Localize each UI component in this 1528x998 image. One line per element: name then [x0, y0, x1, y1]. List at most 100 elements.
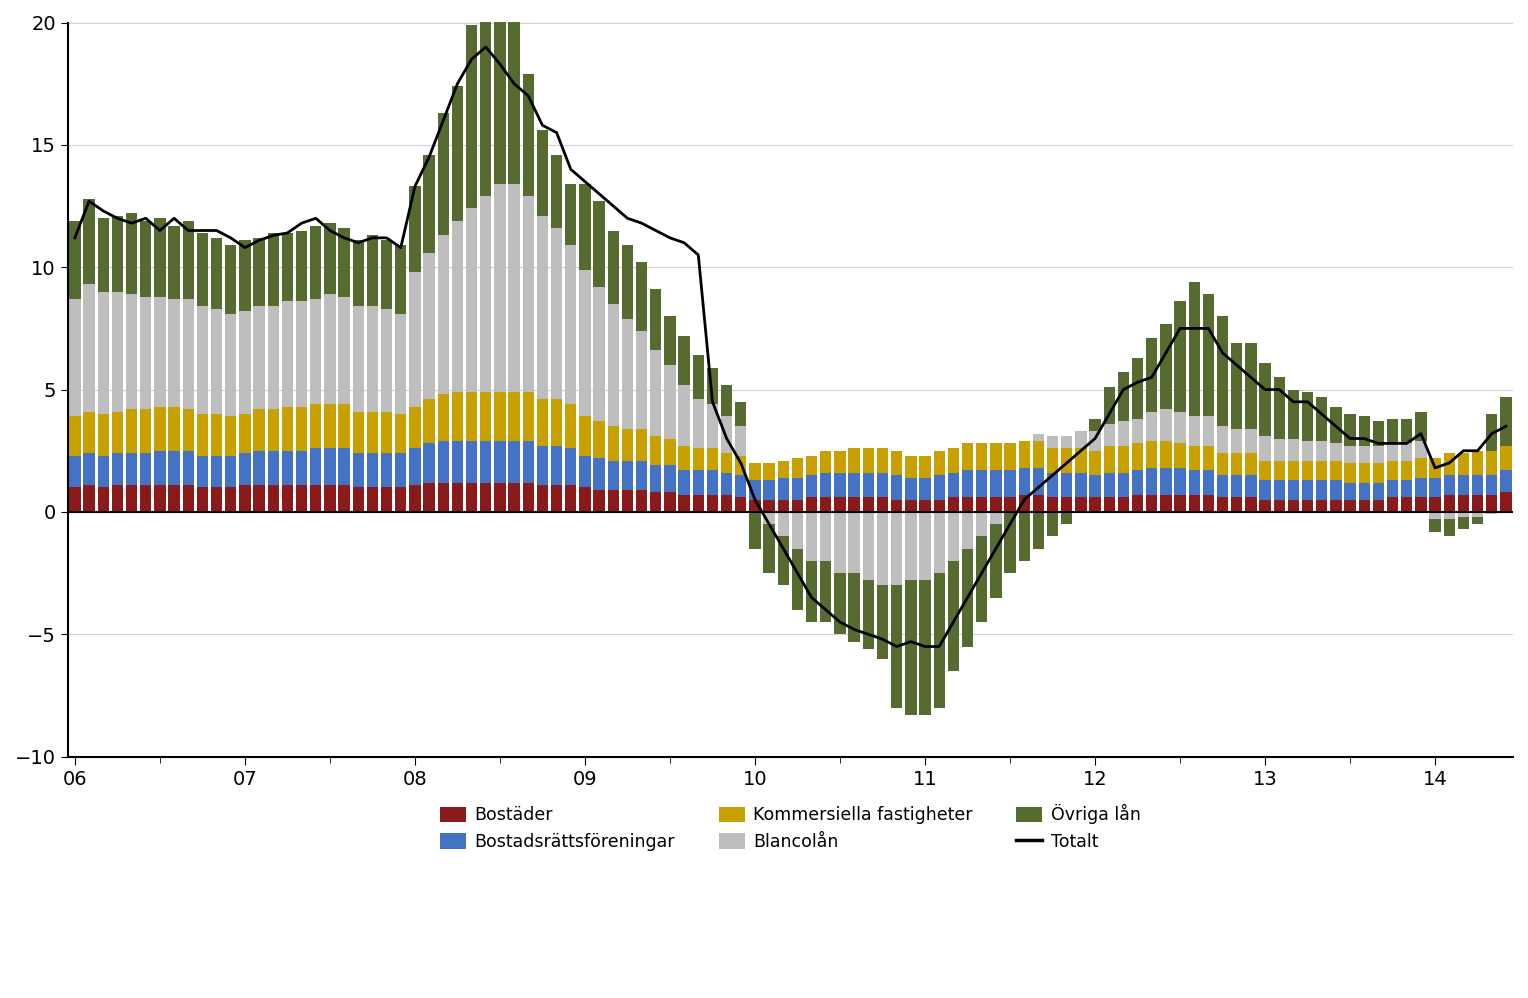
- Bar: [593, 286, 605, 421]
- Bar: [353, 487, 364, 512]
- Bar: [636, 429, 648, 460]
- Bar: [1444, 475, 1455, 495]
- Bar: [1160, 495, 1172, 512]
- Bar: [1288, 480, 1299, 500]
- Bar: [1401, 480, 1412, 497]
- Bar: [1458, 475, 1468, 495]
- Bar: [735, 497, 747, 512]
- Bar: [990, 512, 1001, 524]
- Bar: [961, 549, 973, 647]
- Bar: [1259, 500, 1271, 512]
- Bar: [1004, 512, 1016, 573]
- Bar: [197, 487, 208, 512]
- Bar: [1316, 480, 1328, 500]
- Bar: [821, 512, 831, 561]
- Bar: [1132, 357, 1143, 419]
- Bar: [1175, 301, 1186, 411]
- Bar: [891, 586, 903, 708]
- Bar: [168, 485, 180, 512]
- Bar: [721, 473, 732, 495]
- Bar: [1132, 470, 1143, 495]
- Bar: [125, 485, 138, 512]
- Bar: [154, 407, 165, 451]
- Bar: [1175, 495, 1186, 512]
- Bar: [324, 448, 336, 485]
- Bar: [1076, 431, 1086, 448]
- Bar: [112, 453, 124, 485]
- Bar: [636, 490, 648, 512]
- Bar: [1487, 451, 1497, 475]
- Bar: [1471, 495, 1484, 512]
- Bar: [821, 561, 831, 622]
- Bar: [834, 497, 845, 512]
- Bar: [338, 485, 350, 512]
- Bar: [848, 448, 860, 473]
- Bar: [649, 289, 662, 350]
- Bar: [692, 470, 704, 495]
- Bar: [98, 414, 108, 456]
- Bar: [1316, 460, 1328, 480]
- Bar: [1103, 424, 1115, 446]
- Bar: [552, 446, 562, 485]
- Bar: [396, 414, 406, 453]
- Bar: [792, 512, 804, 549]
- Bar: [947, 448, 960, 473]
- Bar: [1316, 441, 1328, 460]
- Bar: [267, 233, 280, 306]
- Bar: [84, 199, 95, 284]
- Bar: [976, 536, 987, 622]
- Bar: [1245, 343, 1256, 429]
- Bar: [848, 473, 860, 497]
- Bar: [523, 74, 533, 197]
- Bar: [182, 299, 194, 409]
- Bar: [338, 448, 350, 485]
- Bar: [1047, 448, 1059, 473]
- Bar: [976, 512, 987, 536]
- Bar: [1444, 512, 1455, 519]
- Bar: [69, 416, 81, 456]
- Bar: [225, 456, 237, 487]
- Bar: [168, 451, 180, 485]
- Bar: [112, 485, 124, 512]
- Bar: [182, 485, 194, 512]
- Bar: [281, 301, 293, 407]
- Bar: [396, 487, 406, 512]
- Bar: [877, 586, 888, 659]
- Bar: [1117, 446, 1129, 473]
- Bar: [1471, 512, 1484, 517]
- Bar: [1458, 512, 1468, 517]
- Bar: [154, 219, 165, 296]
- Bar: [678, 335, 689, 384]
- Bar: [649, 436, 662, 465]
- Bar: [1487, 414, 1497, 451]
- Bar: [1033, 512, 1044, 549]
- Bar: [1232, 453, 1242, 475]
- Bar: [211, 238, 222, 308]
- Bar: [367, 236, 377, 306]
- Bar: [1103, 473, 1115, 497]
- Bar: [1331, 500, 1342, 512]
- Bar: [296, 301, 307, 407]
- Bar: [1444, 519, 1455, 536]
- Bar: [552, 485, 562, 512]
- Bar: [536, 485, 549, 512]
- Bar: [792, 549, 804, 610]
- Bar: [494, 483, 506, 512]
- Bar: [1175, 411, 1186, 443]
- Bar: [877, 448, 888, 473]
- Bar: [877, 473, 888, 497]
- Bar: [792, 500, 804, 512]
- Bar: [1401, 443, 1412, 460]
- Bar: [1060, 448, 1073, 473]
- Bar: [437, 441, 449, 483]
- Bar: [410, 272, 420, 407]
- Bar: [1132, 495, 1143, 512]
- Bar: [296, 451, 307, 485]
- Bar: [721, 453, 732, 473]
- Bar: [821, 451, 831, 473]
- Bar: [636, 331, 648, 429]
- Bar: [905, 581, 917, 715]
- Bar: [649, 350, 662, 436]
- Bar: [636, 262, 648, 331]
- Bar: [961, 512, 973, 549]
